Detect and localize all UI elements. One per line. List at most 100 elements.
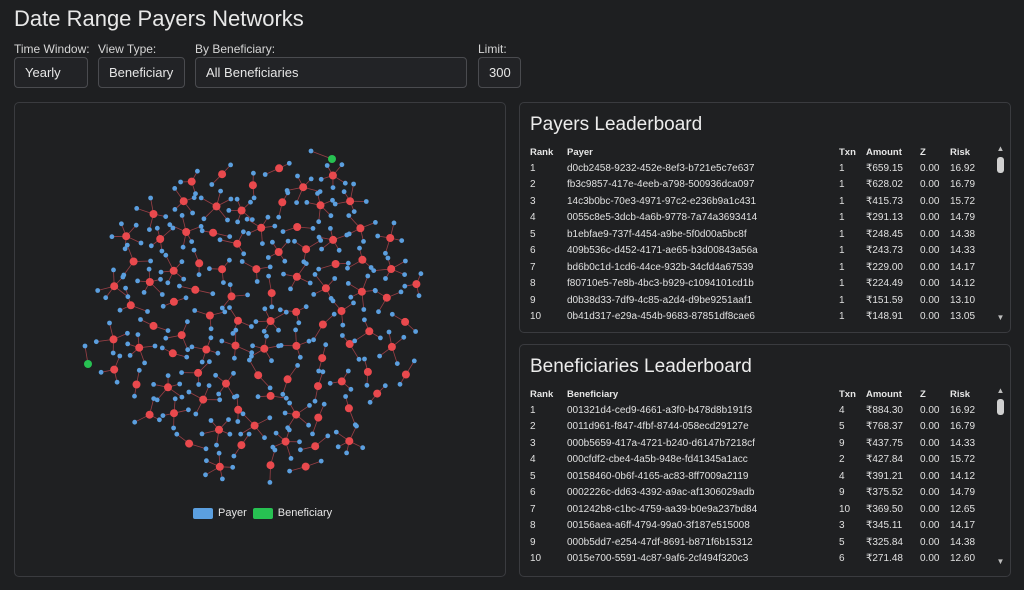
payer-node[interactable] <box>310 226 316 231</box>
payer-node[interactable] <box>184 354 190 360</box>
payer-node[interactable] <box>218 188 224 194</box>
payer-node[interactable] <box>215 350 221 356</box>
payer-node[interactable] <box>345 260 351 266</box>
payer-node[interactable] <box>318 176 324 182</box>
payer-node[interactable] <box>262 306 268 312</box>
payer-node[interactable] <box>345 265 350 271</box>
payer-node[interactable] <box>222 309 228 315</box>
payer-node[interactable] <box>122 246 128 252</box>
payer-node[interactable] <box>375 233 381 239</box>
payer-node[interactable] <box>389 311 395 317</box>
payer-node[interactable] <box>362 317 367 323</box>
payer-node[interactable] <box>110 350 116 356</box>
hub-node[interactable] <box>199 395 208 404</box>
payer-node[interactable] <box>310 431 315 437</box>
hub-node[interactable] <box>231 341 240 350</box>
payer-node[interactable] <box>316 219 322 225</box>
payer-node[interactable] <box>158 276 163 282</box>
hub-node[interactable] <box>215 462 224 471</box>
payer-node[interactable] <box>308 148 314 154</box>
payer-node[interactable] <box>270 239 275 245</box>
payer-node[interactable] <box>343 394 348 399</box>
hub-node[interactable] <box>168 349 177 358</box>
payer-node[interactable] <box>378 335 383 341</box>
payer-node[interactable] <box>157 417 162 423</box>
payer-node[interactable] <box>280 229 286 234</box>
payer-node[interactable] <box>138 317 143 322</box>
payer-node[interactable] <box>364 382 370 388</box>
payer-node[interactable] <box>246 431 252 437</box>
col-header-z[interactable]: Z <box>920 388 926 400</box>
hub-node[interactable] <box>145 410 154 419</box>
payer-node[interactable] <box>287 468 292 474</box>
payer-node[interactable] <box>357 245 362 251</box>
payer-node[interactable] <box>295 173 300 179</box>
payer-node[interactable] <box>328 213 334 219</box>
hub-node[interactable] <box>357 287 366 296</box>
hub-node[interactable] <box>412 280 421 289</box>
hub-node[interactable] <box>373 389 382 398</box>
payer-node[interactable] <box>345 281 351 286</box>
payer-node[interactable] <box>214 442 219 448</box>
hub-node[interactable] <box>110 282 119 291</box>
hub-node[interactable] <box>318 320 327 329</box>
payer-node[interactable] <box>385 255 391 261</box>
hub-node[interactable] <box>250 421 259 430</box>
payer-node[interactable] <box>179 394 185 400</box>
payer-node[interactable] <box>240 411 246 417</box>
payer-node[interactable] <box>217 397 223 403</box>
payer-node[interactable] <box>398 289 404 295</box>
payer-node[interactable] <box>401 334 407 340</box>
hub-node[interactable] <box>346 197 355 206</box>
payer-node[interactable] <box>402 272 407 277</box>
payer-node[interactable] <box>238 431 244 437</box>
payer-node[interactable] <box>383 250 388 256</box>
payer-node[interactable] <box>272 447 278 453</box>
hub-node[interactable] <box>321 284 330 293</box>
payer-node[interactable] <box>269 358 274 364</box>
payer-node[interactable] <box>203 446 209 452</box>
payer-node[interactable] <box>179 370 185 375</box>
payer-node[interactable] <box>267 264 273 270</box>
payer-node[interactable] <box>416 293 422 299</box>
hub-node[interactable] <box>345 437 354 446</box>
col-header-txn[interactable]: Txn <box>839 146 856 158</box>
payers-scrollbar[interactable]: ▲ ▼ <box>995 144 1006 324</box>
hub-node[interactable] <box>278 198 287 207</box>
payer-node[interactable] <box>172 207 178 212</box>
table-row[interactable]: 6 0002226c-dd63-4392-a9ac-af1306029adb 9 ₹3… <box>530 485 985 502</box>
payer-node[interactable] <box>239 259 245 264</box>
col-header-amount[interactable]: Amount <box>866 388 902 400</box>
payer-node[interactable] <box>230 464 236 470</box>
payer-node[interactable] <box>267 480 273 485</box>
payer-node[interactable] <box>296 320 302 326</box>
payer-node[interactable] <box>189 344 195 350</box>
payer-node[interactable] <box>120 274 126 280</box>
view-type-select[interactable]: Beneficiary <box>98 57 185 88</box>
payer-node[interactable] <box>193 191 198 197</box>
payer-node[interactable] <box>297 439 302 445</box>
hub-node[interactable] <box>281 437 290 446</box>
payer-node[interactable] <box>167 222 173 228</box>
payer-node[interactable] <box>171 425 177 431</box>
payer-node[interactable] <box>189 239 195 245</box>
payer-node[interactable] <box>163 335 169 341</box>
hub-node[interactable] <box>129 257 138 266</box>
col-header-z[interactable]: Z <box>920 146 926 158</box>
payer-node[interactable] <box>174 431 180 437</box>
table-row[interactable]: 9 000b5dd7-e254-47df-8691-b871f6b15312 5 ₹3… <box>530 534 985 551</box>
payer-node[interactable] <box>254 279 260 284</box>
payer-node[interactable] <box>114 379 120 385</box>
hub-node[interactable] <box>299 183 308 192</box>
hub-node[interactable] <box>202 345 211 354</box>
payer-node[interactable] <box>165 280 171 286</box>
hub-node[interactable] <box>194 368 203 377</box>
scroll-thumb[interactable] <box>997 157 1004 173</box>
hub-node[interactable] <box>177 331 186 340</box>
hub-node[interactable] <box>314 382 322 391</box>
table-row[interactable]: 2 fb3c9857-417e-4eeb-a798-500936dca097 1 ₹6… <box>530 177 985 194</box>
hub-node[interactable] <box>329 235 338 244</box>
hub-node[interactable] <box>170 409 178 418</box>
payer-node[interactable] <box>287 400 292 406</box>
hub-node[interactable] <box>169 297 178 306</box>
